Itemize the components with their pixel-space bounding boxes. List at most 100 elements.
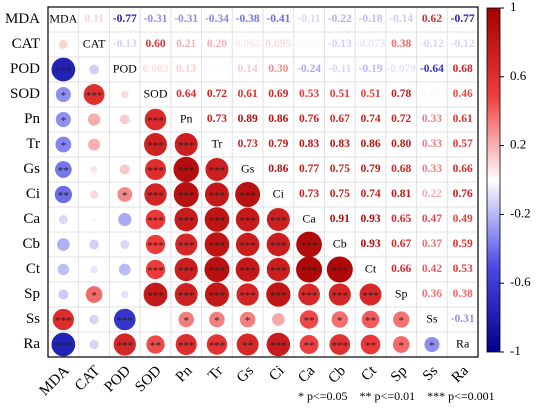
correlation-circle (85, 286, 103, 303)
correlation-circle (120, 290, 129, 299)
correlation-circle (123, 143, 127, 146)
y-axis-label: Ss (26, 311, 40, 327)
correlation-label: 0.91 (330, 213, 350, 225)
correlation-label: -0.34 (205, 13, 229, 25)
significance-stars: ** (365, 340, 376, 352)
significance-stars: *** (147, 240, 164, 252)
correlation-label: 0.93 (360, 213, 380, 225)
correlation-circle (87, 113, 101, 126)
significance-stars: *** (178, 190, 195, 202)
correlation-label: 0.78 (391, 88, 411, 100)
correlation-circle (54, 185, 73, 204)
correlation-label: 0.62 (422, 13, 442, 25)
correlation-label: 0.21 (176, 38, 196, 50)
correlation-label: 0.33 (422, 113, 442, 125)
correlation-circle (145, 234, 166, 255)
x-axis-label: Ra (449, 363, 472, 386)
significance-stars: *** (147, 165, 164, 177)
x-axis-label: POD (102, 363, 135, 396)
correlation-circle (204, 207, 230, 232)
correlation-circle (178, 311, 194, 328)
correlation-label: 0.75 (330, 163, 350, 175)
significance-stars: *** (301, 265, 318, 277)
significance-stars: *** (147, 140, 164, 152)
correlation-circle (57, 238, 70, 251)
y-axis-label: Gs (23, 161, 40, 177)
correlation-label: 0.75 (330, 188, 350, 200)
x-axis-label: Ss (420, 363, 441, 384)
correlation-label: 0.79 (360, 163, 380, 175)
correlation-circle (296, 231, 322, 258)
y-axis-label: Pn (24, 111, 40, 127)
y-axis-label: CAT (12, 36, 40, 52)
correlation-circle (299, 335, 319, 354)
colorbar-tick-label: -0.2 (510, 205, 531, 220)
correlation-circle (146, 335, 165, 354)
colorbar-tick-label: -1 (510, 343, 521, 358)
correlation-circle (361, 310, 380, 329)
correlation-label: 0.67 (391, 238, 411, 250)
correlation-label: -0.12 (420, 38, 444, 50)
significance-stars: * (429, 340, 435, 352)
correlation-label: 0.11 (84, 13, 104, 25)
correlation-label: 0.30 (268, 63, 288, 75)
correlation-circle (235, 181, 261, 208)
correlation-circle (235, 232, 260, 257)
correlation-label: 0.66 (453, 163, 473, 175)
correlation-circle (144, 133, 167, 156)
correlation-label: -0.24 (297, 63, 321, 75)
significance-stars: *** (147, 290, 164, 302)
significance-stars: *** (86, 90, 103, 102)
colorbar-tick-label: 1 (510, 0, 517, 14)
significance-stars: *** (270, 340, 287, 352)
significance-stars: * (61, 140, 67, 152)
significance-note: *** p<=0.001 (427, 389, 495, 403)
significance-stars: *** (147, 115, 164, 127)
correlation-circle (92, 217, 96, 222)
correlation-label: 0.74 (360, 113, 380, 125)
correlation-label: 0.69 (268, 88, 288, 100)
significance-stars: *** (270, 290, 287, 302)
correlation-circle (175, 233, 198, 256)
correlation-circle (120, 240, 130, 249)
diagonal-label: Gs (241, 161, 255, 175)
significance-stars: ** (304, 340, 315, 352)
correlation-label: 0.51 (360, 88, 380, 100)
significance-stars: *** (178, 165, 195, 177)
significance-stars: *** (178, 140, 195, 152)
diagonal-label: Tr (211, 136, 222, 150)
correlation-label: 0.76 (453, 188, 473, 200)
correlation-label: -0.22 (328, 13, 352, 25)
correlation-label: -0.14 (389, 13, 413, 25)
diagonal-label: CAT (83, 36, 106, 50)
correlation-label: 0.49 (453, 213, 473, 225)
correlation-circle (206, 334, 228, 355)
diagonal-label: Ca (302, 211, 316, 225)
colorbar-tick-label: 0.6 (510, 68, 527, 83)
correlation-label: 0.77 (299, 163, 319, 175)
correlation-circle (204, 182, 229, 207)
significance-stars: *** (147, 215, 164, 227)
significance-stars: *** (147, 190, 164, 202)
correlation-label: 0.66 (391, 263, 411, 275)
correlation-circle (89, 64, 99, 75)
correlation-label: -0.020 (417, 88, 447, 100)
correlation-label: 0.36 (422, 288, 442, 300)
correlation-circle (174, 207, 198, 232)
correlation-label: 0.37 (422, 238, 442, 250)
correlation-circle (236, 283, 259, 306)
x-axis-label: Cb (325, 363, 349, 387)
significance-stars: *** (117, 315, 134, 327)
significance-stars: ** (242, 340, 253, 352)
correlation-circle (144, 158, 167, 181)
correlation-label: 0.57 (453, 138, 473, 150)
significance-stars: ** (304, 315, 315, 327)
x-axis-label: Ct (358, 362, 380, 384)
correlation-label: -0.079 (386, 63, 416, 75)
correlation-circle (174, 132, 198, 157)
x-axis-label: Sp (388, 363, 411, 386)
correlation-label: -0.31 (174, 13, 198, 25)
plot-border (47, 6, 479, 358)
significance-stars: *** (239, 265, 256, 277)
